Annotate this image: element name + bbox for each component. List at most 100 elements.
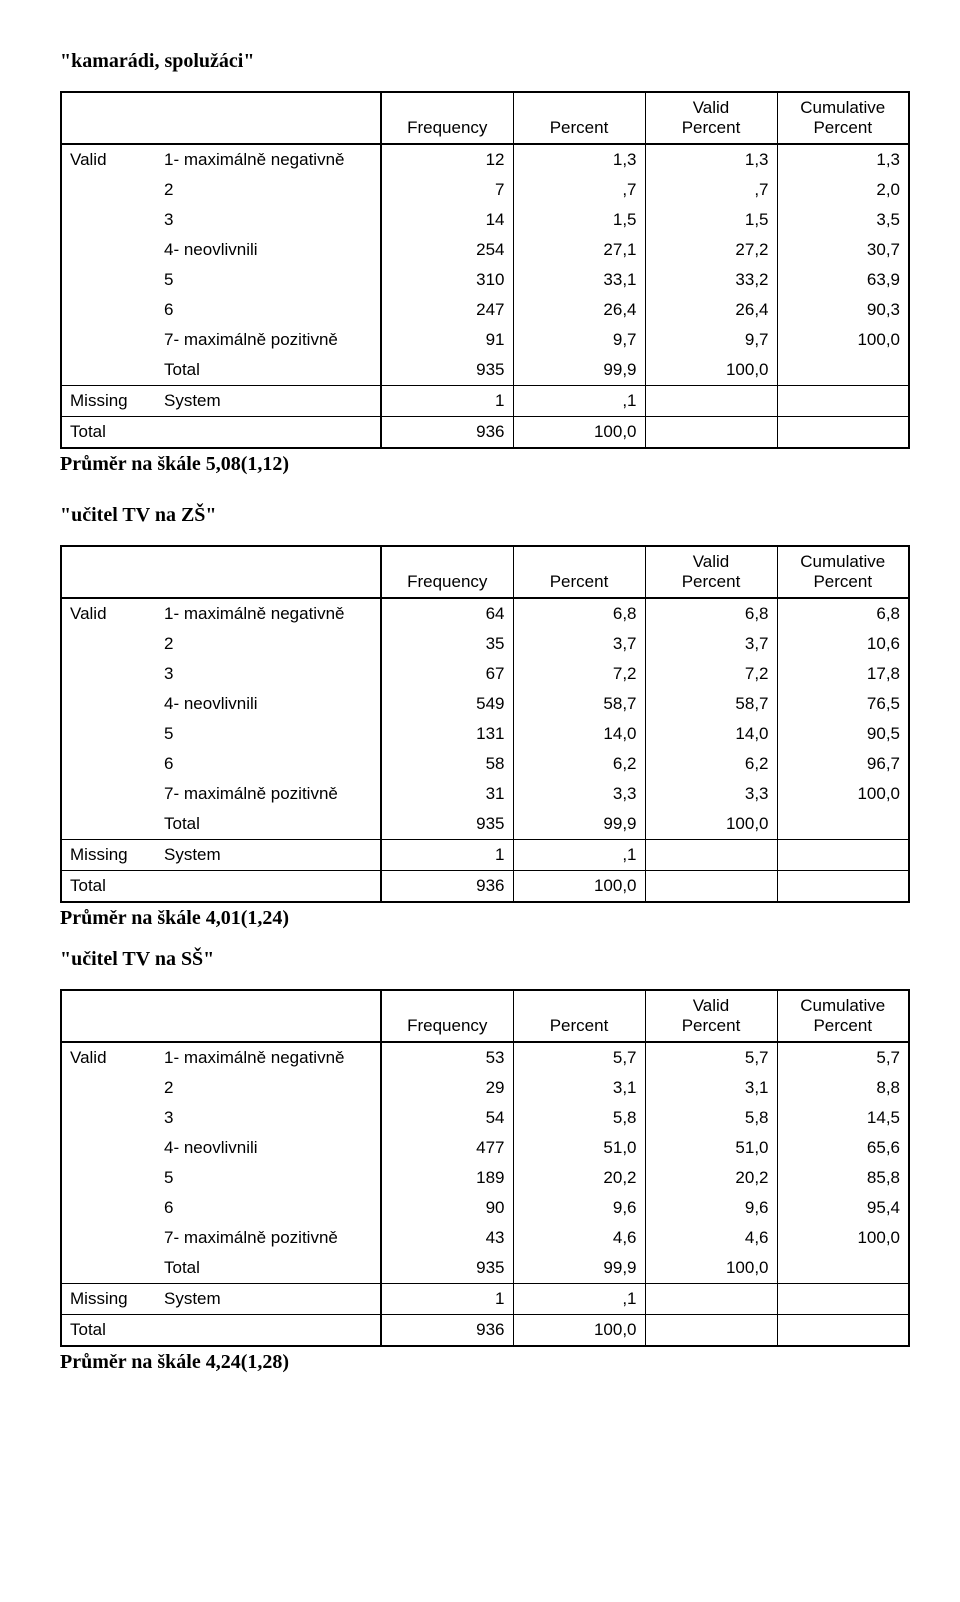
cell: 27,1: [513, 235, 645, 265]
cell: 63,9: [777, 265, 909, 295]
row-label: 6: [156, 749, 381, 779]
cell: 90: [381, 1193, 513, 1223]
cell: 76,5: [777, 689, 909, 719]
cell: ,7: [513, 175, 645, 205]
row-label: 1- maximálně negativně: [156, 1042, 381, 1073]
group-valid: Valid: [61, 1042, 156, 1284]
group-missing: Missing: [61, 386, 156, 417]
cell: 3,3: [513, 779, 645, 809]
cell: 100,0: [777, 779, 909, 809]
cell: 54: [381, 1103, 513, 1133]
cell: 4,6: [645, 1223, 777, 1253]
cell: 549: [381, 689, 513, 719]
cell: 477: [381, 1133, 513, 1163]
cell: 100,0: [645, 355, 777, 386]
col-cum-percent: Cumulative Percent: [777, 92, 909, 144]
group-valid: Valid: [61, 144, 156, 386]
col-frequency: Frequency: [381, 990, 513, 1042]
cell: 9,7: [513, 325, 645, 355]
cell: 310: [381, 265, 513, 295]
row-label: 5: [156, 265, 381, 295]
row-label: 4- neovlivnili: [156, 689, 381, 719]
cell: 35: [381, 629, 513, 659]
avg-line-1: Průměr na škále 5,08(1,12): [60, 453, 900, 476]
cell: 3,3: [645, 779, 777, 809]
freq-table-1: Frequency Percent Valid Percent Cumulati…: [60, 91, 910, 449]
row-system: System: [156, 386, 381, 417]
cell: 14,0: [645, 719, 777, 749]
cell: 20,2: [513, 1163, 645, 1193]
cell: 58,7: [645, 689, 777, 719]
cell: 935: [381, 809, 513, 840]
cell: 254: [381, 235, 513, 265]
row-grand-total: Total: [61, 1315, 156, 1347]
cell: 7,2: [513, 659, 645, 689]
cell: 9,7: [645, 325, 777, 355]
cell: 5,8: [513, 1103, 645, 1133]
avg-line-3: Průměr na škále 4,24(1,28): [60, 1351, 900, 1374]
cell: 90,3: [777, 295, 909, 325]
section-title-2: "učitel TV na ZŠ": [60, 504, 900, 527]
avg-line-2: Průměr na škále 4,01(1,24): [60, 907, 900, 930]
row-label: 7- maximálně pozitivně: [156, 1223, 381, 1253]
cell: 3,5: [777, 205, 909, 235]
row-label: 1- maximálně negativně: [156, 144, 381, 175]
cell: 9,6: [645, 1193, 777, 1223]
cell: 247: [381, 295, 513, 325]
cell: 1: [381, 386, 513, 417]
col-cum-percent: Cumulative Percent: [777, 546, 909, 598]
cell: 100,0: [777, 325, 909, 355]
row-label: 3: [156, 205, 381, 235]
cell: 51,0: [513, 1133, 645, 1163]
cell: 6,2: [513, 749, 645, 779]
cell: 64: [381, 598, 513, 629]
cell: 1: [381, 1284, 513, 1315]
col-valid-percent: Valid Percent: [645, 92, 777, 144]
cell: 99,9: [513, 355, 645, 386]
section-title-1: "kamarádi, spolužáci": [60, 50, 900, 73]
cell: 4,6: [513, 1223, 645, 1253]
cell: 100,0: [513, 1315, 645, 1347]
cell: 100,0: [645, 1253, 777, 1284]
cell: 3,1: [645, 1073, 777, 1103]
cell: 17,8: [777, 659, 909, 689]
cell: 5,7: [645, 1042, 777, 1073]
cell: 936: [381, 871, 513, 903]
cell: ,1: [513, 840, 645, 871]
cell: 1: [381, 840, 513, 871]
group-missing: Missing: [61, 840, 156, 871]
cell: 43: [381, 1223, 513, 1253]
cell: 2,0: [777, 175, 909, 205]
cell: 65,6: [777, 1133, 909, 1163]
cell: 10,6: [777, 629, 909, 659]
row-label: 2: [156, 175, 381, 205]
cell: 189: [381, 1163, 513, 1193]
cell: 5,8: [645, 1103, 777, 1133]
row-label: 6: [156, 295, 381, 325]
col-percent: Percent: [513, 92, 645, 144]
cell: 5,7: [777, 1042, 909, 1073]
cell: 3,7: [513, 629, 645, 659]
cell: 6,8: [513, 598, 645, 629]
row-label: 2: [156, 1073, 381, 1103]
row-label: 6: [156, 1193, 381, 1223]
group-valid: Valid: [61, 598, 156, 840]
cell: 936: [381, 1315, 513, 1347]
cell: 1,5: [645, 205, 777, 235]
cell: ,1: [513, 386, 645, 417]
cell: 100,0: [513, 871, 645, 903]
cell: 3,7: [645, 629, 777, 659]
col-percent: Percent: [513, 546, 645, 598]
cell: 29: [381, 1073, 513, 1103]
cell: 100,0: [513, 417, 645, 449]
row-label: 4- neovlivnili: [156, 1133, 381, 1163]
cell: 936: [381, 417, 513, 449]
cell: 1,3: [777, 144, 909, 175]
row-total: Total: [156, 809, 381, 840]
cell: 7,2: [645, 659, 777, 689]
cell: 14,5: [777, 1103, 909, 1133]
cell: 33,2: [645, 265, 777, 295]
cell: ,1: [513, 1284, 645, 1315]
cell: 33,1: [513, 265, 645, 295]
cell: 58: [381, 749, 513, 779]
